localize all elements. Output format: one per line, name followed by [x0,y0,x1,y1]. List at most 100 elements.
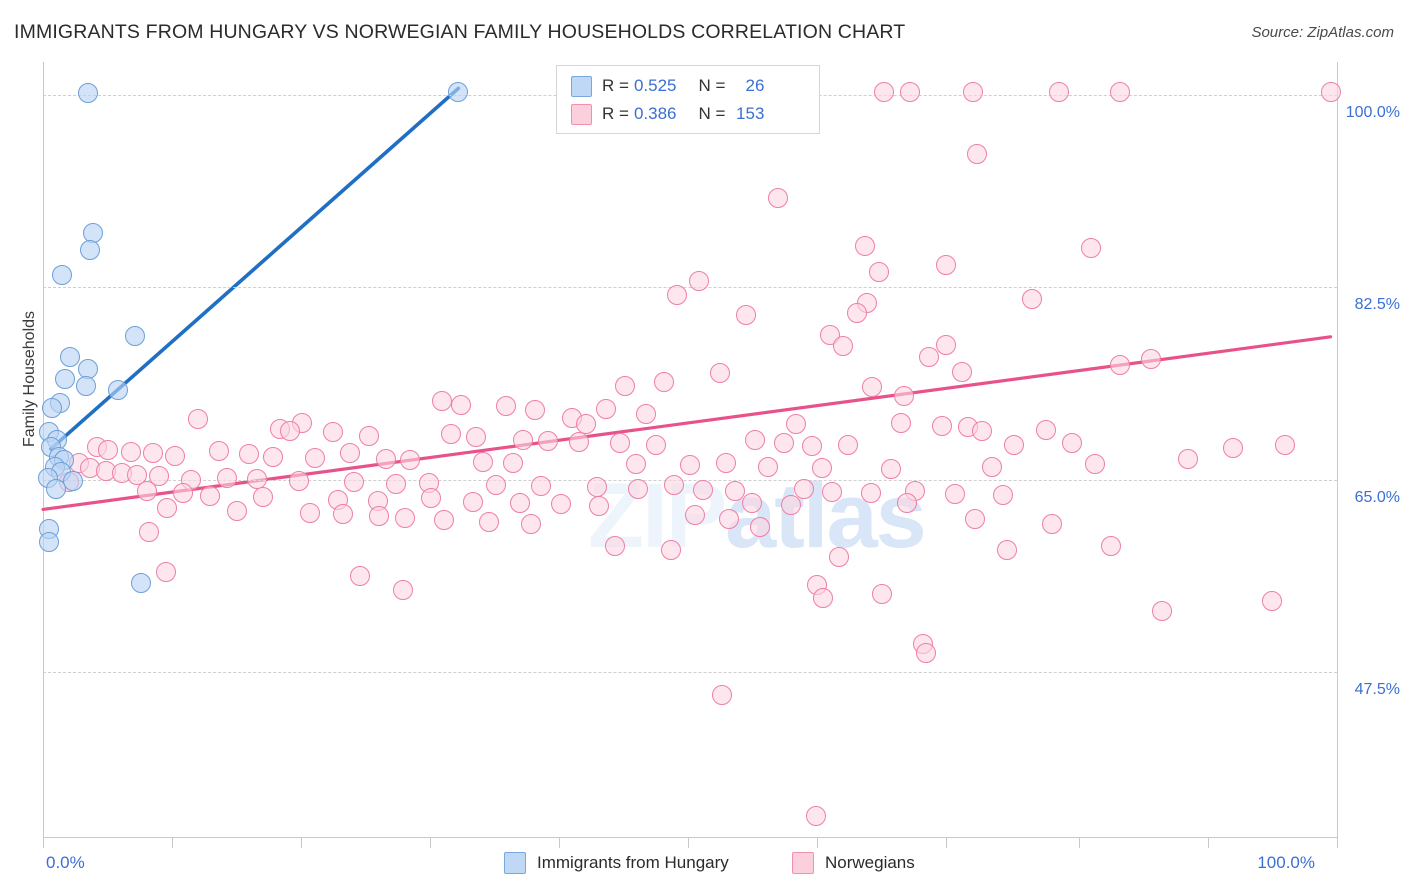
source-attribution: Source: ZipAtlas.com [1251,24,1394,41]
scatter-point [1085,454,1106,475]
legend-item-immigrants-from-hungary[interactable]: Immigrants from Hungary [504,852,729,874]
scatter-point [615,376,636,397]
scatter-point [440,423,461,444]
scatter-point [718,509,739,530]
legend-label-norwegians: Norwegians [825,853,915,872]
scatter-point [972,421,993,442]
plot-area: ZIPatlas [38,62,1341,837]
scatter-point [1223,437,1244,458]
scatter-point [75,376,96,397]
scatter-point [216,467,237,488]
x-axis-line [43,837,1337,838]
scatter-point [993,485,1014,506]
scatter-point [136,480,157,501]
scatter-point [52,265,73,286]
scatter-point [78,82,99,103]
scatter-point [208,441,229,462]
scatter-point [636,403,656,424]
scatter-point [832,335,853,356]
stat-r-label-norwegians: R = [602,104,629,123]
scatter-point [936,255,957,276]
scatter-point [725,480,746,501]
scatter-point [932,415,953,436]
scatter-point [450,394,471,415]
gridline-y [43,479,1337,481]
scatter-point [716,453,737,474]
scatter-point [1100,535,1121,556]
scatter-point [448,81,469,102]
scatter-point [157,498,178,519]
scatter-point [610,433,631,454]
stat-r-label-hungary: R = [602,76,629,95]
stat-r-value-norwegians: 0.386 [633,104,677,123]
scatter-point [1178,448,1199,469]
scatter-point [246,468,267,489]
x-axis-tick-label-max: 100.0% [1257,853,1315,872]
scatter-point [54,368,75,389]
scatter-point [981,456,1002,477]
scatter-point [1061,433,1082,454]
scatter-point [386,474,407,495]
scatter-point [963,81,984,102]
scatter-point [854,235,875,256]
y-axis-tick-label: 65.0% [1354,488,1400,506]
scatter-point [1048,81,1069,102]
scatter-point [793,478,814,499]
scatter-point [919,346,940,367]
scatter-point [664,475,685,496]
scatter-point [289,470,310,491]
scatter-point [238,444,259,465]
correlation-stats-box: R = 0.525 N = 26 R = 0.386 N = 153 [556,65,820,134]
gridline-y [43,672,1337,674]
gridline-y [43,287,1337,289]
scatter-point [139,522,160,543]
scatter-point [304,447,325,468]
scatter-point [786,413,807,434]
scatter-point [1109,355,1130,376]
scatter-point [421,488,442,509]
stat-row-hungary: R = 0.525 N = 26 [571,72,764,100]
scatter-point [568,432,589,453]
legend-swatch-hungary [504,852,526,874]
stat-n-value-norwegians: 153 [736,104,765,123]
x-axis-tick [688,837,689,848]
scatter-point [801,435,822,456]
legend-item-norwegians[interactable]: Norwegians [792,852,915,874]
scatter-point [1021,289,1042,310]
scatter-point [1140,348,1161,369]
scatter-point [774,433,795,454]
scatter-point [164,445,185,466]
scatter-point [339,443,360,464]
x-axis-tick [172,837,173,848]
scatter-point [709,363,730,384]
scatter-point [395,508,416,529]
scatter-point [604,535,625,556]
scatter-point [749,517,770,537]
scatter-point [1262,590,1283,611]
scatter-point [502,453,523,474]
scatter-point [188,409,209,430]
scatter-point [805,806,826,827]
y-axis-tick-label: 47.5% [1354,681,1400,699]
y-axis-label: Family Households [21,310,38,448]
scatter-point [915,643,936,664]
scatter-point [280,421,301,442]
scatter-point [951,362,972,382]
scatter-point [531,476,552,497]
scatter-point [660,540,681,561]
scatter-point [510,492,531,513]
scatter-point [712,685,733,706]
scatter-point [861,482,882,503]
stat-swatch-norwegians [571,103,592,125]
scatter-point [550,493,571,514]
scatter-point [936,334,957,355]
scatter-point [654,371,675,392]
scatter-point [964,509,985,530]
x-axis-tick [817,837,818,848]
page-title: IMMIGRANTS FROM HUNGARY VS NORWEGIAN FAM… [14,21,906,43]
scatter-point [434,510,455,531]
scatter-point [625,454,646,475]
scatter-point [1042,513,1063,534]
scatter-point [149,466,170,487]
